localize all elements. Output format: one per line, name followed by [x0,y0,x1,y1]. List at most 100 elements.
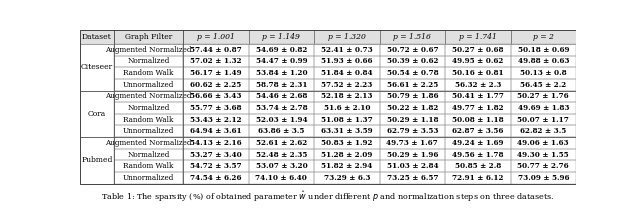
Text: 50.16 ± 0.81: 50.16 ± 0.81 [452,69,504,77]
Text: Normalized: Normalized [127,104,170,112]
Bar [314,125,380,137]
Bar [249,125,314,137]
Bar [183,67,249,79]
Text: Unnormalized: Unnormalized [123,81,174,89]
Bar [114,160,183,172]
Bar [314,160,380,172]
Bar [80,91,114,137]
Text: 55.77 ± 3.68: 55.77 ± 3.68 [190,104,242,112]
Bar [445,137,511,149]
Bar [445,91,511,102]
Bar [80,137,114,184]
Text: 50.39 ± 0.62: 50.39 ± 0.62 [387,57,438,65]
Text: 54.47 ± 0.99: 54.47 ± 0.99 [255,57,307,65]
Bar [249,149,314,160]
Bar [511,102,576,114]
Text: 50.29 ± 1.96: 50.29 ± 1.96 [387,151,438,158]
Text: 51.28 ± 2.09: 51.28 ± 2.09 [321,151,372,158]
Bar [183,67,249,79]
Bar [80,44,114,91]
Bar [380,160,445,172]
Bar [183,79,249,91]
Bar [445,125,511,137]
Text: 50.79 ± 1.86: 50.79 ± 1.86 [387,92,438,100]
Bar [183,56,249,67]
Text: 49.69 ± 1.83: 49.69 ± 1.83 [518,104,569,112]
Text: 51.6 ± 2.10: 51.6 ± 2.10 [324,104,370,112]
Bar [380,149,445,160]
Text: 50.27 ± 1.76: 50.27 ± 1.76 [518,92,569,100]
Bar [380,137,445,149]
Text: 50.29 ± 1.18: 50.29 ± 1.18 [387,116,438,124]
Bar [445,137,511,149]
Bar [511,79,576,91]
Bar [511,137,576,149]
Bar [445,30,511,44]
Bar [114,79,183,91]
Bar [183,125,249,137]
Bar [114,91,183,102]
Bar [114,102,183,114]
Text: 52.48 ± 2.35: 52.48 ± 2.35 [256,151,307,158]
Text: 50.08 ± 1.18: 50.08 ± 1.18 [452,116,504,124]
Text: 52.18 ± 2.13: 52.18 ± 2.13 [321,92,372,100]
Bar [380,137,445,149]
Bar [445,30,511,44]
Bar [314,79,380,91]
Bar [314,149,380,160]
Text: Augmented Normalized: Augmented Normalized [105,92,192,100]
Bar [249,30,314,44]
Bar [183,44,249,56]
Bar [114,160,183,172]
Text: Normalized: Normalized [127,57,170,65]
Bar [314,137,380,149]
Text: 60.62 ± 2.25: 60.62 ± 2.25 [190,81,241,89]
Bar [314,102,380,114]
Bar [80,44,114,91]
Text: 63.86 ± 3.5: 63.86 ± 3.5 [258,127,305,135]
Text: Random Walk: Random Walk [124,116,173,124]
Text: 58.78 ± 2.31: 58.78 ± 2.31 [255,81,307,89]
Bar [445,67,511,79]
Bar [114,125,183,137]
Text: 49.88 ± 0.63: 49.88 ± 0.63 [518,57,569,65]
Bar [114,149,183,160]
Text: 53.07 ± 3.20: 53.07 ± 3.20 [255,162,307,170]
Text: 49.73 ± 1.67: 49.73 ± 1.67 [387,139,438,147]
Text: 56.45 ± 2.2: 56.45 ± 2.2 [520,81,566,89]
Bar [249,172,314,184]
Text: 73.29 ± 6.3: 73.29 ± 6.3 [324,174,370,182]
Text: Augmented Normalized: Augmented Normalized [105,139,192,147]
Bar [380,160,445,172]
Bar [511,44,576,56]
Bar [511,149,576,160]
Bar [445,172,511,184]
Bar [511,67,576,79]
Text: Citeseer: Citeseer [81,63,113,71]
Bar [314,125,380,137]
Text: p = 1.320: p = 1.320 [328,33,366,41]
Bar [80,91,114,137]
Bar [114,137,183,149]
Bar [314,172,380,184]
Bar [80,30,114,44]
Text: Augmented Normalized: Augmented Normalized [105,46,192,54]
Bar [380,79,445,91]
Text: 54.46 ± 2.68: 54.46 ± 2.68 [256,92,307,100]
Text: 62.79 ± 3.53: 62.79 ± 3.53 [387,127,438,135]
Bar [445,79,511,91]
Bar [445,114,511,125]
Bar [183,172,249,184]
Text: 74.10 ± 6.40: 74.10 ± 6.40 [255,174,307,182]
Text: Random Walk: Random Walk [124,69,173,77]
Text: 53.43 ± 2.12: 53.43 ± 2.12 [190,116,242,124]
Bar [249,91,314,102]
Bar [114,114,183,125]
Text: Dataset: Dataset [82,33,112,41]
Text: 50.54 ± 0.78: 50.54 ± 0.78 [387,69,438,77]
Text: 73.25 ± 6.57: 73.25 ± 6.57 [387,174,438,182]
Bar [249,102,314,114]
Bar [183,149,249,160]
Bar [380,91,445,102]
Bar [511,56,576,67]
